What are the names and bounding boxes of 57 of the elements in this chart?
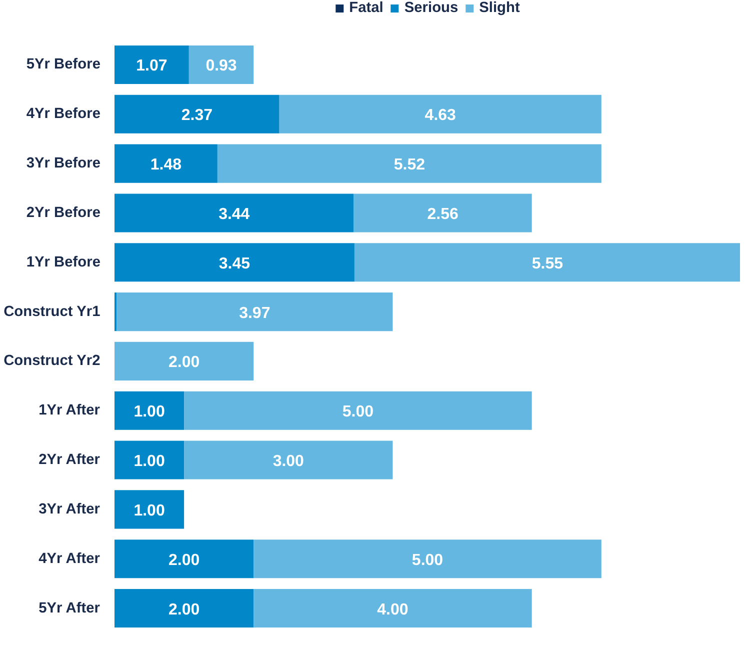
y-tick-label: 4Yr After: [38, 550, 100, 567]
bar: [184, 440, 393, 480]
bar: [188, 45, 254, 84]
data-label: 2.37: [181, 107, 213, 124]
y-tick-label: 1Yr After: [38, 402, 100, 419]
bar: [354, 243, 740, 282]
y-tick-label: 2Yr After: [38, 452, 100, 468]
bar: [354, 194, 532, 232]
bar: [114, 342, 254, 380]
y-tick-label: 3Yr Before: [26, 156, 101, 172]
data-label: 1.07: [136, 58, 168, 75]
legend-label: Serious: [404, 0, 458, 16]
bar: [254, 540, 602, 578]
bar: [114, 588, 254, 628]
bar: [114, 540, 254, 578]
bar: [114, 243, 354, 282]
y-tick-label: 5Yr After: [38, 600, 100, 616]
bar: [114, 194, 354, 232]
y-tick-label: Construct Yr1: [4, 304, 100, 320]
data-label: 5.00: [342, 404, 374, 421]
data-label: 4.00: [377, 601, 408, 618]
data-label: 3.45: [218, 255, 250, 272]
y-tick-label: Construct Yr2: [4, 353, 100, 370]
y-tick-label: 2Yr Before: [26, 204, 101, 221]
data-label: 1.00: [134, 502, 165, 520]
y-tick-label: 5Yr Before: [26, 56, 101, 73]
data-label: 5.52: [394, 156, 426, 174]
bar: [114, 490, 184, 529]
data-label: 2.00: [168, 552, 200, 569]
data-label: 3.44: [218, 206, 250, 223]
data-label: 0.93: [206, 58, 237, 75]
bar: [114, 144, 218, 183]
data-label: 2.56: [427, 206, 458, 223]
bar: [116, 292, 393, 332]
bar: [217, 144, 602, 183]
data-label: 1.00: [134, 453, 165, 470]
bar: [114, 94, 280, 134]
data-label: 2.00: [168, 601, 200, 618]
bar: [114, 45, 189, 84]
data-label: 1.00: [134, 404, 165, 421]
legend-label: Fatal: [349, 0, 384, 16]
data-label: 5.00: [412, 552, 444, 569]
y-tick-label: 1Yr Before: [26, 254, 101, 270]
y-tick-label: 4Yr Before: [26, 106, 101, 122]
y-tick-label: 3Yr After: [38, 501, 100, 518]
bar: [184, 391, 532, 430]
data-label: 3.97: [239, 304, 270, 322]
data-label: 4.63: [424, 107, 456, 124]
bar: [114, 391, 184, 430]
bar: [114, 440, 184, 480]
legend-label: Slight: [479, 0, 520, 16]
data-label: 5.55: [532, 255, 564, 272]
bar: [279, 94, 602, 134]
data-label: 2.00: [168, 354, 200, 372]
bar: [254, 588, 532, 628]
data-label: 1.48: [150, 156, 182, 174]
data-label: 3.00: [272, 453, 304, 470]
